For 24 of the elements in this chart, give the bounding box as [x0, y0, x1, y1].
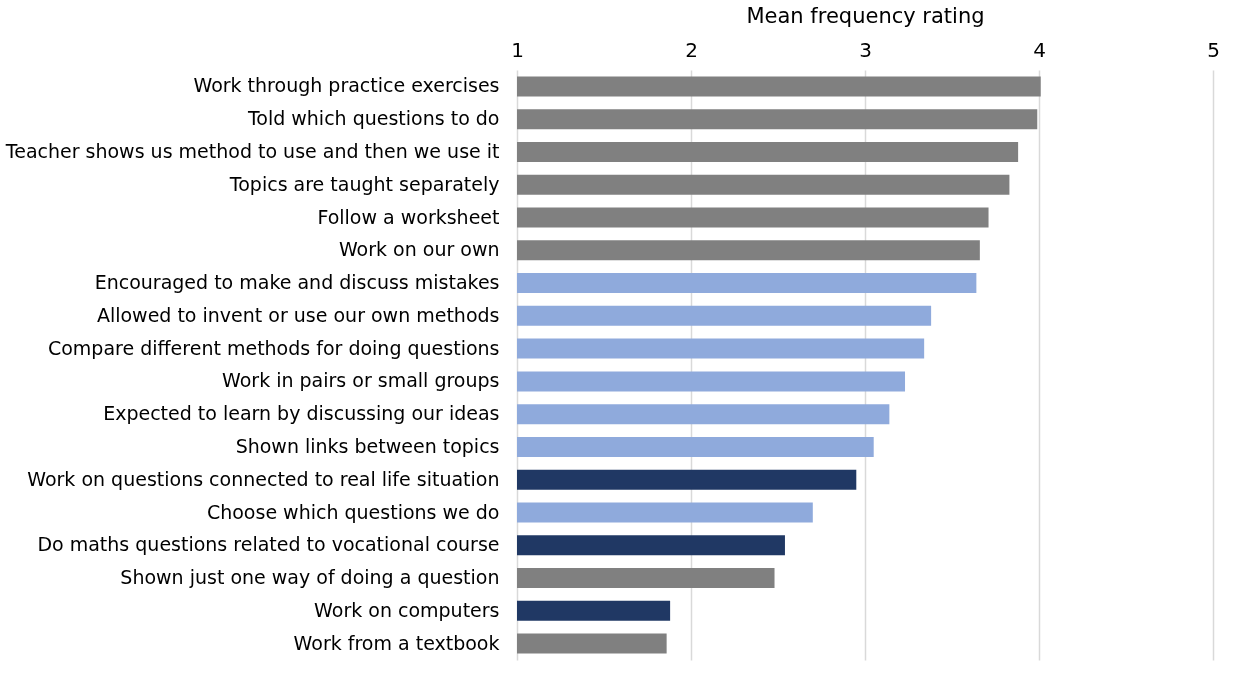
- y-tick-label: Compare different methods for doing questions: [47, 336, 500, 359]
- y-tick-label: Expected to learn by discussing our ideas: [103, 402, 500, 425]
- y-tick-label: Work on our own: [338, 238, 500, 261]
- y-tick-label: Follow a worksheet: [317, 205, 500, 228]
- y-tick-label: Do maths questions related to vocational course: [37, 533, 500, 556]
- x-tick-label: 3: [859, 37, 872, 62]
- x-tick-label: 5: [1207, 37, 1220, 62]
- y-tick-label: Topics are taught separately: [228, 172, 500, 195]
- y-tick-label: Told which questions to do: [246, 107, 500, 130]
- y-tick-label: Work in pairs or small groups: [222, 369, 500, 392]
- x-tick-label: 1: [511, 37, 524, 62]
- x-tick-label: 2: [685, 37, 698, 62]
- y-tick-label: Teacher shows us method to use and then we use it: [4, 139, 500, 162]
- y-tick-label: Allowed to invent or use our own methods: [96, 303, 500, 326]
- x-axis-title: Mean frequency rating: [746, 3, 985, 28]
- y-tick-label: Choose which questions we do: [206, 500, 500, 523]
- y-tick-label: Work on questions connected to real life situation: [27, 467, 500, 490]
- y-tick-label: Work through practice exercises: [193, 74, 500, 97]
- y-tick-label: Encouraged to make and discuss mistakes: [94, 271, 500, 294]
- y-tick-label: Shown links between topics: [235, 434, 500, 457]
- x-tick-label: 4: [1033, 37, 1046, 62]
- y-tick-label: Work on computers: [314, 598, 500, 621]
- y-tick-label: Shown just one way of doing a question: [120, 566, 500, 589]
- y-tick-label: Work from a textbook: [293, 631, 500, 654]
